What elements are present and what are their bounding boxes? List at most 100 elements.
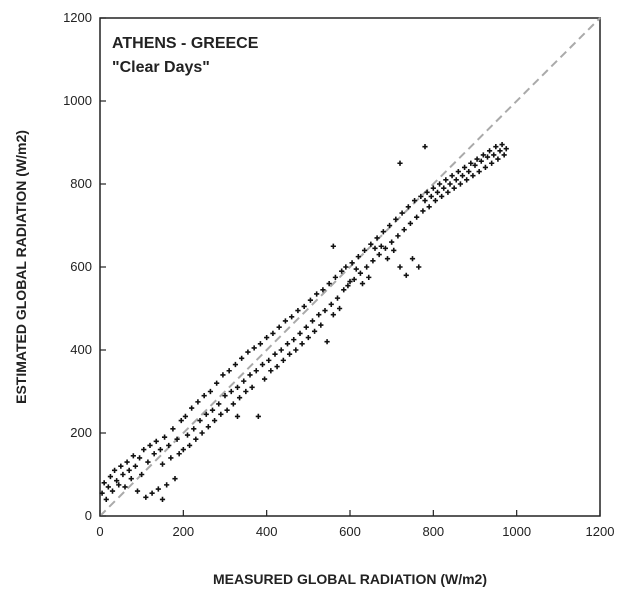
data-point [261,376,268,382]
data-point [349,260,355,266]
data-points [99,141,509,502]
data-point [493,144,499,150]
data-point [472,162,478,168]
data-point [332,274,339,280]
y-tick-label: 200 [70,425,92,440]
data-point [139,471,145,478]
data-point [424,189,430,195]
data-point [457,181,464,187]
data-point [432,198,439,204]
data-point [386,222,393,229]
data-point [293,347,299,353]
x-axis-title: MEASURED GLOBAL RADIATION (W/m2) [213,571,487,587]
data-point [428,193,434,200]
data-point [336,305,343,312]
data-point [234,384,241,390]
data-point [259,361,266,368]
data-point [141,447,147,453]
data-point [330,312,336,318]
data-point [101,480,107,486]
y-tick-label: 1200 [63,10,92,25]
data-point [159,461,166,467]
one-to-one-reference-line [99,17,601,517]
data-point [497,148,503,154]
data-point [118,463,124,469]
data-point [111,467,118,473]
y-axis-ticks: 0 200 400 600 800 1000 1200 [63,10,106,523]
data-point [176,451,182,457]
data-point [389,239,395,245]
data-point [239,355,245,361]
data-point [320,287,326,293]
data-point [247,372,253,378]
data-point [299,341,305,347]
x-tick-label: 1200 [586,524,615,539]
data-point [466,168,472,175]
data-point [368,241,374,247]
data-point [407,220,414,227]
data-point [199,430,205,436]
data-point [224,407,230,413]
data-point [314,291,320,297]
data-point [201,393,207,399]
data-point [380,229,386,235]
data-point [286,351,293,357]
data-point [384,256,391,262]
data-point [147,442,153,449]
data-point [478,158,484,164]
data-point [178,417,184,424]
data-point [351,276,357,283]
data-point [153,438,159,444]
data-point [391,247,397,253]
data-point [343,264,349,270]
y-tick-label: 400 [70,342,92,357]
data-point [149,490,155,496]
data-point [482,164,489,170]
data-point [164,482,170,488]
data-point [132,463,139,469]
data-point [145,459,151,465]
data-point [334,295,341,301]
annotation-condition: "Clear Days" [112,59,210,76]
data-point [282,318,289,324]
data-point [486,148,493,154]
data-point [484,154,491,160]
data-point [241,378,247,384]
data-point [249,384,255,390]
data-point [268,368,274,374]
x-tick-label: 1000 [502,524,531,539]
data-point [274,364,280,370]
data-point [453,177,459,183]
data-point [401,227,407,233]
data-point [191,426,197,432]
data-point [347,278,353,285]
data-point [403,272,409,278]
data-point [107,473,114,480]
data-point [361,247,368,253]
data-point [374,235,380,241]
data-point [232,361,239,368]
data-point [441,185,447,191]
data-point [422,198,428,204]
data-point [257,341,264,347]
data-point [339,268,345,274]
data-point [99,490,105,496]
data-point [128,476,134,482]
data-point [420,208,426,214]
data-point [382,245,389,251]
data-point [409,256,416,262]
data-point [451,185,457,191]
data-point [116,482,122,488]
data-point [372,245,378,251]
data-point [476,168,482,175]
data-point [184,432,191,438]
data-point [251,345,257,351]
data-point [157,447,164,453]
data-point [211,417,218,424]
data-point [174,436,180,442]
x-axis-ticks: 0 200 400 600 800 1000 1200 [96,510,614,539]
data-point [103,496,109,502]
data-point [468,160,474,166]
data-point [330,243,336,249]
data-point [495,156,501,162]
